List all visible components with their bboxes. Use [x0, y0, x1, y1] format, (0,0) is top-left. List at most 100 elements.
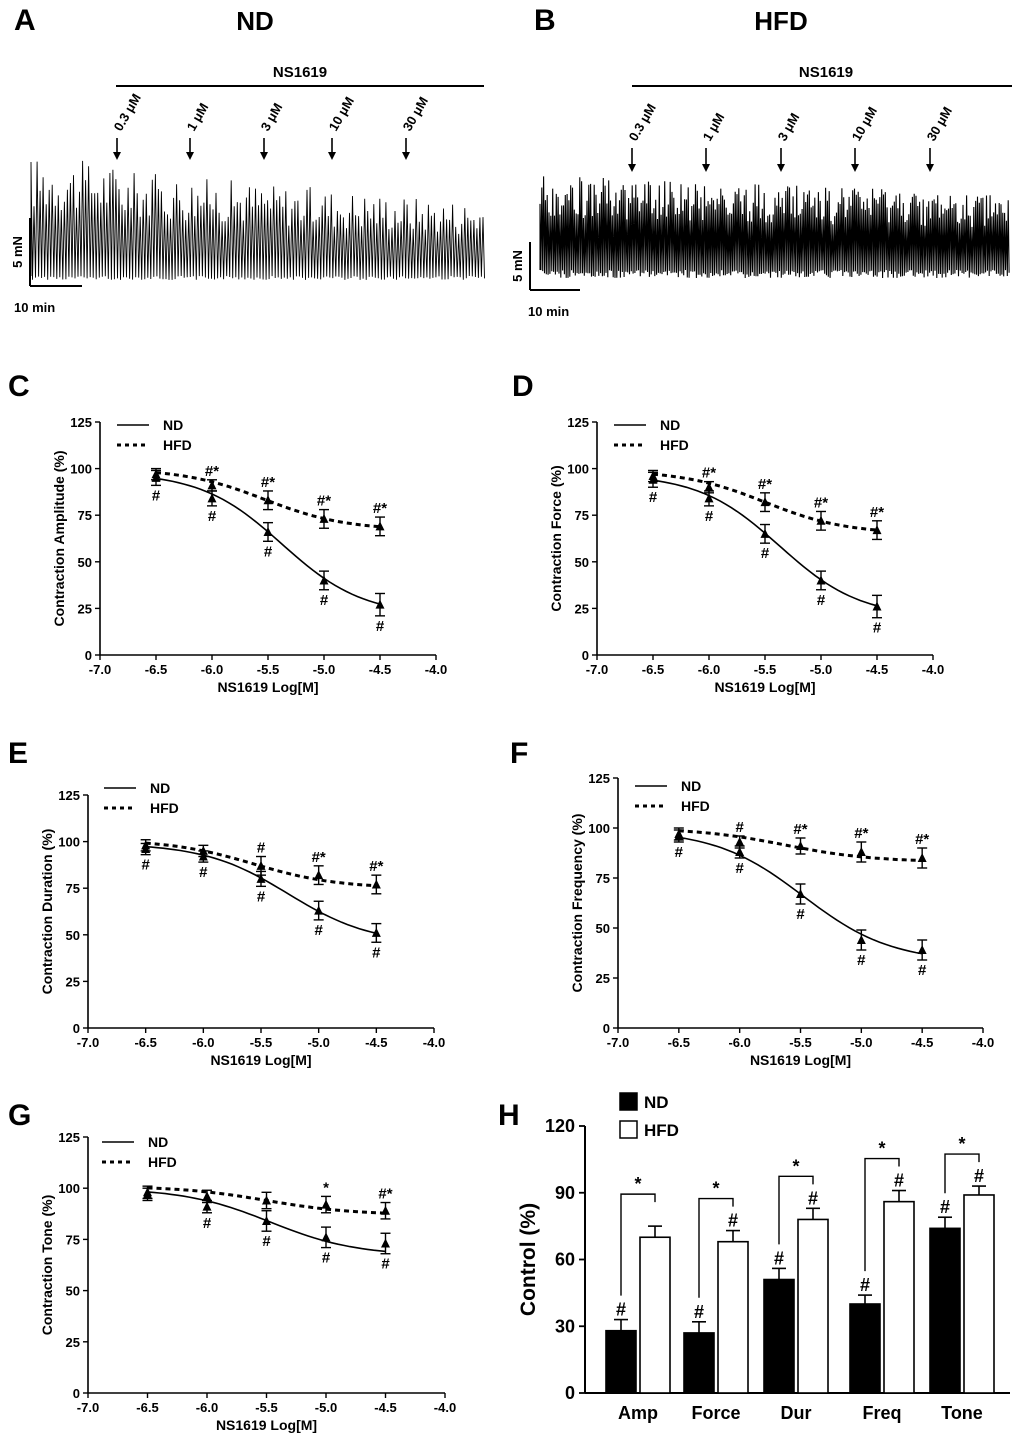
x-category-label: Dur: [781, 1403, 812, 1423]
legend-label: HFD: [150, 800, 179, 816]
x-tick-label: -5.5: [250, 1035, 272, 1050]
arrow-head: [260, 152, 268, 160]
panel-label-d: D: [512, 370, 534, 403]
data-point: [796, 841, 805, 850]
arrow-head: [702, 164, 710, 172]
concentration-marker: 10 μM: [326, 94, 357, 160]
data-point: [143, 1187, 152, 1197]
y-axis-label: Contraction Frequency (%): [569, 814, 585, 993]
x-tick-label: -4.5: [911, 1035, 933, 1050]
significance-label: #: [257, 840, 266, 857]
arrow-head: [777, 164, 785, 172]
x-axis-label: NS1619 Log[M]: [216, 1417, 317, 1433]
x-tick-label: -6.0: [201, 662, 223, 677]
significance-label: #: [314, 922, 323, 939]
significance-label: #: [735, 860, 744, 877]
panel-label-f: F: [510, 737, 528, 770]
arrow-head: [113, 152, 121, 160]
y-axis-label: Contraction Duration (%): [39, 829, 55, 995]
x-tick-label: -5.0: [315, 1400, 337, 1415]
trace-waveform: [30, 160, 485, 280]
x-tick-label: -5.0: [313, 662, 335, 677]
y-tick-label: 75: [66, 881, 80, 896]
comparison-label: *: [634, 1174, 641, 1194]
comparison-bracket: [620, 1193, 656, 1296]
significance-label: #: [735, 819, 744, 836]
x-tick-label: -5.5: [754, 662, 776, 677]
concentration-marker: 0.3 μM: [626, 101, 659, 172]
y-tick-label: 25: [596, 971, 610, 986]
y-tick-label: 75: [575, 508, 589, 523]
chart-contraction-duration: 0 25 50 75 100 125 -7.0 -6.5 -6.0 -5.5 -5.0 -4.5 -4.…: [39, 780, 445, 1068]
panel-label-e: E: [8, 737, 28, 770]
y-tick-label: 50: [596, 921, 610, 936]
data-point: [917, 853, 927, 862]
x-tick-label: -5.0: [850, 1035, 872, 1050]
scale-label-x: 10 min: [14, 300, 55, 315]
data-point: [816, 515, 826, 525]
significance-label: #*: [369, 858, 383, 875]
x-category-label: Freq: [862, 1403, 901, 1423]
x-tick-label: -4.0: [425, 662, 447, 677]
chart-contraction-tone: 0 25 50 75 100 125 -7.0 -6.5 -6.0 -5.5 -5.0 -4.5 -4.…: [39, 1130, 456, 1433]
data-point: [198, 845, 208, 855]
data-point: [381, 1205, 390, 1215]
y-tick-label: 0: [73, 1021, 80, 1036]
bar-hfd: [963, 1194, 995, 1394]
x-tick-label: -4.5: [365, 1035, 387, 1050]
legend-label: ND: [148, 1134, 168, 1150]
data-point: [872, 601, 882, 611]
significance-label: #: [203, 1215, 212, 1232]
panel-label-a: A: [14, 4, 36, 37]
bar-nd: [849, 1303, 881, 1394]
data-point: [648, 471, 658, 481]
significance-label: #: [974, 1166, 984, 1186]
x-tick-label: -5.0: [810, 662, 832, 677]
panel-label-h: H: [498, 1099, 520, 1132]
comparison-bracket: [698, 1197, 734, 1298]
y-tick-label: 25: [575, 601, 589, 616]
significance-label: #: [873, 620, 882, 637]
data-point: [314, 905, 324, 915]
data-point: [381, 1238, 390, 1248]
panel-label-c: C: [8, 370, 30, 403]
comparison-label: *: [792, 1156, 799, 1176]
data-point: [704, 493, 714, 503]
y-tick-label: 25: [78, 601, 92, 616]
x-tick-label: -6.5: [668, 1035, 690, 1050]
trace-title: ND: [236, 6, 274, 36]
significance-label: #: [320, 592, 329, 609]
x-axis-label: NS1619 Log[M]: [750, 1052, 851, 1068]
y-tick-label: 0: [73, 1386, 80, 1401]
data-point: [262, 1215, 271, 1225]
y-tick-label: 0: [582, 648, 589, 663]
y-tick-label: 125: [70, 415, 92, 430]
x-tick-label: -4.5: [369, 662, 391, 677]
significance-label: #*: [261, 474, 275, 491]
bar-hfd: [797, 1218, 829, 1394]
concentration-marker: 10 μM: [849, 104, 880, 172]
concentration-label: 3 μM: [258, 100, 286, 133]
legend-label: HFD: [660, 437, 689, 453]
data-point: [151, 469, 161, 479]
legend-swatch: [619, 1092, 638, 1111]
data-point: [321, 1199, 331, 1209]
data-point: [796, 889, 805, 898]
data-point: [856, 935, 866, 944]
data-point: [319, 513, 329, 523]
significance-label: #: [208, 508, 217, 525]
y-tick-label: 100: [588, 821, 610, 836]
y-tick-label: 100: [567, 462, 589, 477]
x-tick-label: -7.0: [586, 662, 608, 677]
panel-label-b: B: [534, 4, 556, 37]
concentration-marker: 1 μM: [700, 110, 727, 172]
y-tick-label: 120: [545, 1116, 575, 1136]
chart-contraction-frequency: 0 25 50 75 100 125 -7.0 -6.5 -6.0 -5.5 -5.0 -4.5 -4.…: [569, 771, 994, 1068]
significance-label: #: [675, 844, 684, 861]
y-tick-label: 0: [85, 648, 92, 663]
legend-label: HFD: [681, 798, 710, 814]
x-tick-label: -4.0: [972, 1035, 994, 1050]
arrow-head: [628, 164, 636, 172]
significance-label: #: [264, 543, 273, 560]
